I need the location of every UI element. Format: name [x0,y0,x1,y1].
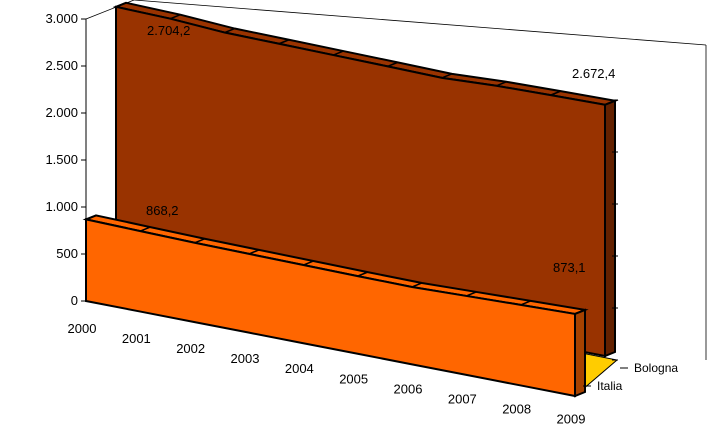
x-tick-label: 2009 [557,412,586,427]
series-bologna-strip-divider [115,2,127,8]
data-label-italia-2009: 873,1 [553,260,586,275]
back-wall-top-edge [133,0,707,46]
x-tick-label: 2000 [68,321,97,336]
x-tick-label: 2003 [231,351,260,366]
data-label-bologna-2000: 2.704,2 [147,23,190,38]
series-italia-side-face [574,308,586,398]
depth-label-italia: Italia [597,379,623,393]
series-bologna-side-face [604,99,616,358]
series-italia-side-shade [575,309,585,396]
series-italia-strip-divider [140,226,151,232]
chart-labels-layer: 2.704,2 2.672,4 868,2 873,1 [146,23,615,275]
y-tick-label: 2.000 [45,105,78,120]
series-bologna-side-shade [605,100,615,356]
data-label-italia-2000: 868,2 [146,203,179,218]
x-tick-label: 2001 [122,331,151,346]
x-tick-label: 2002 [176,341,205,356]
y-tick-label: 500 [56,246,78,261]
y-tick-label: 0 [71,293,78,308]
series-italia-strip-divider [85,214,97,221]
x-tick-label: 2004 [285,361,314,376]
depth-label-bologna: Bologna [634,361,678,375]
x-tick-label: 2007 [448,391,477,406]
x-tick-label: 2006 [394,381,423,396]
x-tick-label: 2005 [339,371,368,386]
y-tick-label: 1.000 [45,199,78,214]
chart-series-layer [82,1,619,398]
y-tick-label: 2.500 [45,58,78,73]
chart-axes-layer: 0 500 1.000 1.500 2.000 2.500 3.000 2000 2001 200… [45,11,678,427]
x-tick-label: 2008 [502,401,531,416]
y-tick-label: 1.500 [45,152,78,167]
series-bologna-strip-divider [170,13,181,20]
data-label-bologna-2009: 2.672,4 [572,66,615,81]
series-italia [82,214,589,398]
y-tick-label: 3.000 [45,11,78,26]
